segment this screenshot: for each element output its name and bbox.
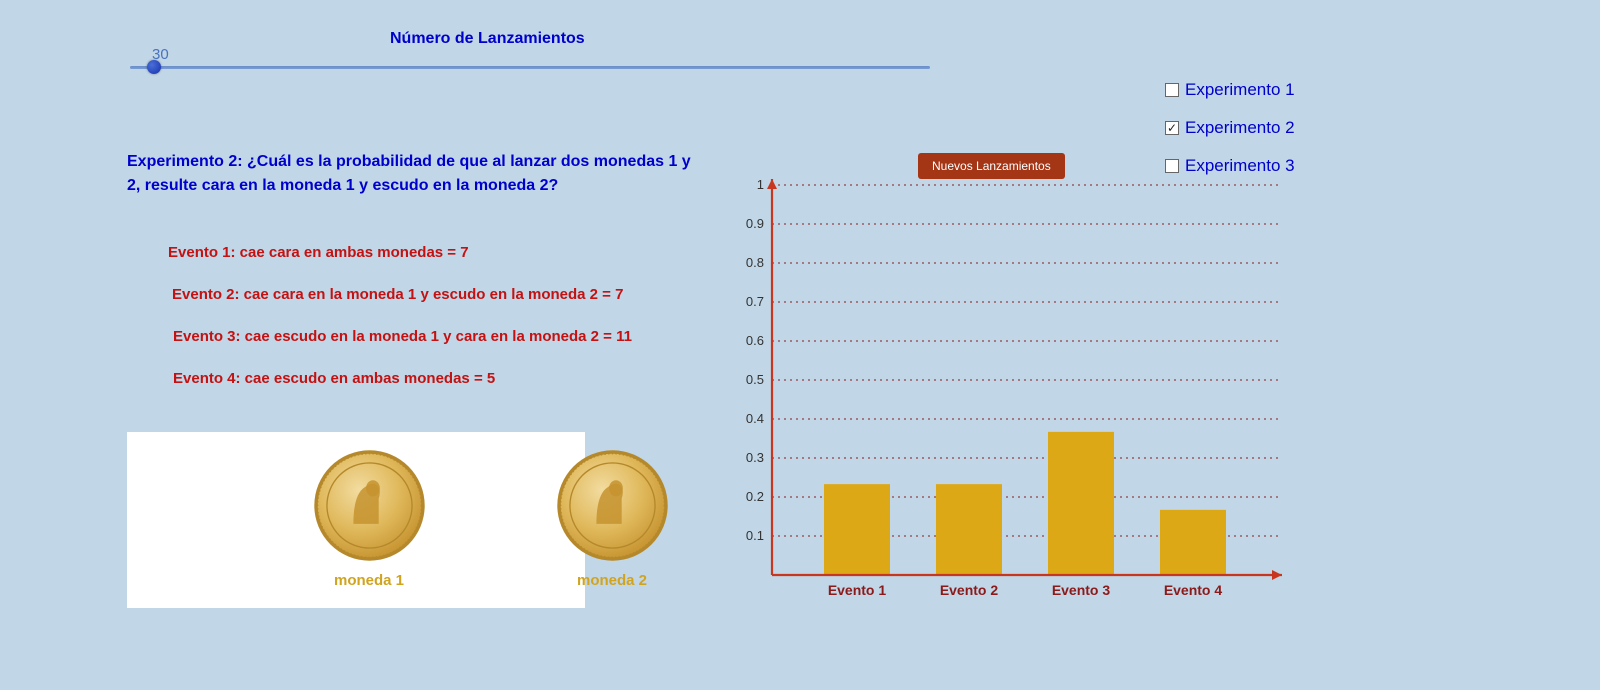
svg-text:0.7: 0.7 [746, 294, 764, 309]
checkbox-box-icon [1165, 83, 1179, 97]
svg-text:0.2: 0.2 [746, 489, 764, 504]
slider-track[interactable] [130, 66, 930, 69]
svg-text:0.9: 0.9 [746, 216, 764, 231]
checkbox-label: Experimento 3 [1185, 156, 1295, 176]
svg-text:Evento 4: Evento 4 [1164, 582, 1223, 598]
event-1: Evento 1: cae cara en ambas monedas = 7 [168, 244, 632, 261]
checkbox-label: Experimento 1 [1185, 80, 1295, 100]
svg-text:Evento 1: Evento 1 [828, 582, 887, 598]
checkbox-experimento-1[interactable]: Experimento 1 [1165, 80, 1295, 100]
coin-1-icon [312, 448, 427, 563]
event-4: Evento 4: cae escudo en ambas monedas = … [173, 370, 632, 387]
probability-bar-chart: 0.1 0.2 0.3 0.4 0.5 0.6 0.7 0.8 0.9 1 Evento 1 Even… [720, 175, 1300, 615]
coin-1-label: moneda 1 [309, 572, 429, 589]
coin-panel: moneda 1 moneda 2 [127, 432, 585, 608]
svg-text:0.4: 0.4 [746, 411, 764, 426]
checkbox-box-icon: ✓ [1165, 121, 1179, 135]
svg-text:Evento 2: Evento 2 [940, 582, 999, 598]
event-3: Evento 3: cae escudo en la moneda 1 y ca… [173, 328, 632, 345]
checkbox-box-icon [1165, 159, 1179, 173]
svg-text:1: 1 [757, 177, 764, 192]
coin-2-icon [555, 448, 670, 563]
checkbox-experimento-2[interactable]: ✓ Experimento 2 [1165, 118, 1295, 138]
event-results: Evento 1: cae cara en ambas monedas = 7 … [168, 244, 632, 412]
checkbox-experimento-3[interactable]: Experimento 3 [1165, 156, 1295, 176]
slider-thumb[interactable] [147, 60, 161, 74]
svg-text:0.5: 0.5 [746, 372, 764, 387]
event-2: Evento 2: cae cara en la moneda 1 y escu… [172, 286, 632, 303]
svg-text:0.8: 0.8 [746, 255, 764, 270]
slider-title: Número de Lanzamientos [390, 30, 585, 48]
svg-text:0.6: 0.6 [746, 333, 764, 348]
checkbox-label: Experimento 2 [1185, 118, 1295, 138]
svg-text:0.1: 0.1 [746, 528, 764, 543]
svg-text:Evento 3: Evento 3 [1052, 582, 1111, 598]
svg-text:0.3: 0.3 [746, 450, 764, 465]
coin-2-label: moneda 2 [552, 572, 672, 589]
experiment-question: Experimento 2: ¿Cuál es la probabilidad … [127, 150, 707, 198]
